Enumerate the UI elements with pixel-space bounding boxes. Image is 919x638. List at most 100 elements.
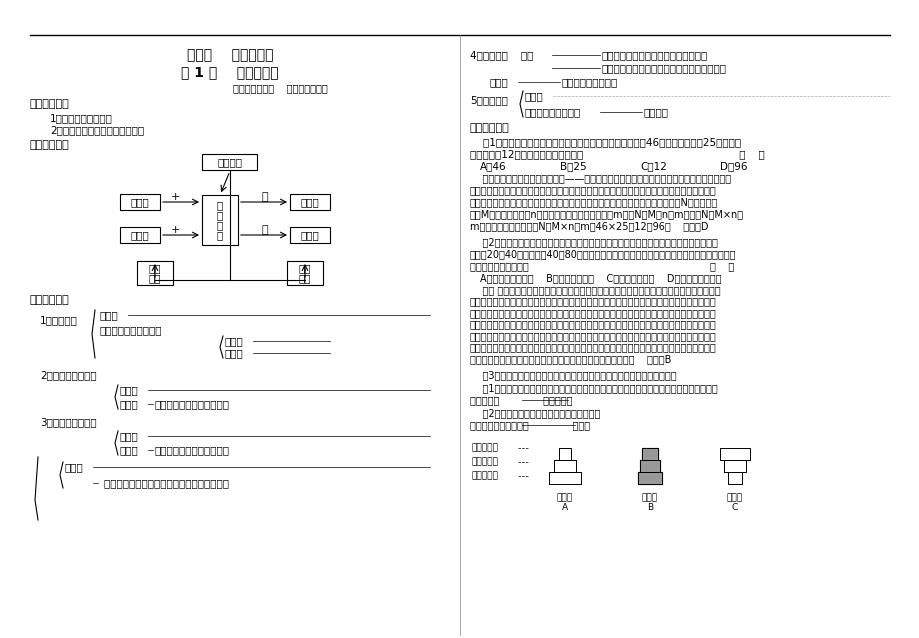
- Polygon shape: [641, 448, 657, 460]
- Text: ：老年个体较多，幼年个体较少，密度将减少: ：老年个体较多，幼年个体较少，密度将减少: [601, 63, 726, 73]
- Text: ：各年龄期个体比例适中，密度较稳定: ：各年龄期个体比例适中，密度较稳定: [601, 50, 708, 60]
- Text: C: C: [732, 503, 737, 512]
- Text: 意义：: 意义：: [490, 77, 508, 87]
- Text: 例1、在对某种兔的种群密度的调查中，第一次捕获并标志46只，第二次捕获25只，其中: 例1、在对某种兔的种群密度的调查中，第一次捕获并标志46只，第二次捕获25只，其…: [470, 137, 741, 147]
- Text: A．种群数量和密度    B．种群年龄结构    C．种群性别比例    D．出生率和死亡率: A．种群数量和密度 B．种群年龄结构 C．种群性别比例 D．出生率和死亡率: [480, 273, 720, 283]
- Bar: [287, 261, 323, 285]
- Text: 成年个体数: 成年个体数: [471, 457, 498, 466]
- Text: 解析 种群既然是许多同种个体组合成的有机单元，它也就具有了单独个体不可能有的特征，: 解析 种群既然是许多同种个体组合成的有机单元，它也就具有了单独个体不可能有的特征…: [470, 285, 720, 295]
- Text: 密: 密: [217, 210, 223, 220]
- Bar: [137, 261, 173, 285]
- Text: +: +: [170, 192, 179, 202]
- Text: 概念：: 概念：: [119, 385, 139, 395]
- Text: 抓获一部分个体，将这些个体进行标志后再放回原来的环境，经过一定期限后进行重捕，根据重: 抓获一部分个体，将这些个体进行标志后再放回原来的环境，经过一定期限后进行重捕，根…: [470, 185, 716, 195]
- Text: 第四章    种群和群落: 第四章 种群和群落: [187, 48, 273, 62]
- Text: 年龄: 年龄: [299, 273, 311, 283]
- Text: +: +: [170, 225, 179, 235]
- Text: D．96: D．96: [720, 161, 746, 171]
- Text: 2．出生率和死亡率: 2．出生率和死亡率: [40, 370, 96, 380]
- Text: 解析：考查种群密度的调查方法——标志重捕法。标志重捕法是在被调查种群的生存环境中，: 解析：考查种群密度的调查方法——标志重捕法。标志重捕法是在被调查种群的生存环境中…: [470, 173, 731, 183]
- Bar: [289, 227, 330, 243]
- Text: 【典型例题】: 【典型例题】: [470, 123, 509, 133]
- Text: 出生率: 出生率: [130, 197, 149, 207]
- Text: 稳定型: 稳定型: [641, 494, 657, 503]
- Text: 组成: 组成: [299, 263, 311, 273]
- Text: 植物：: 植物：: [225, 336, 244, 346]
- Text: A: A: [562, 503, 567, 512]
- Text: 概念：: 概念：: [119, 431, 139, 441]
- Text: 例3、种群的年龄组成大致上可以分为三种类型，如图所示。请据图回答：: 例3、种群的年龄组成大致上可以分为三种类型，如图所示。请据图回答：: [470, 370, 675, 380]
- Text: 迁入率: 迁入率: [130, 230, 149, 240]
- Text: －: －: [261, 192, 268, 202]
- Polygon shape: [553, 460, 575, 472]
- Text: 动物：: 动物：: [225, 348, 244, 358]
- Text: －: －: [261, 225, 268, 235]
- Text: m。在本题中，根据公式N＝M×n／m＝46×25／12＝96。    答案：D: m。在本题中，根据公式N＝M×n／m＝46×25／12＝96。 答案：D: [470, 221, 708, 231]
- Text: 龄组成为图              所示类型。: 龄组成为图 所示类型。: [470, 395, 572, 405]
- Text: 例2、按一对夫妇两个孩子计算，人口学家统计和预测，墨西哥等发展中国家的人口翻一番: 例2、按一对夫妇两个孩子计算，人口学家统计和预测，墨西哥等发展中国家的人口翻一番: [470, 237, 717, 247]
- Text: 意义：在一定程度上: 意义：在一定程度上: [525, 107, 581, 117]
- Text: 概念：: 概念：: [100, 310, 119, 320]
- Text: 如种群密度、年龄组成、性别比例、出生率和死亡率等。性别比例这一特征，在高等动物的种群: 如种群密度、年龄组成、性别比例、出生率和死亡率等。性别比例这一特征，在高等动物的…: [470, 297, 716, 306]
- Text: 1．列举种群的特征。: 1．列举种群的特征。: [50, 113, 113, 123]
- Text: 口的年龄结构都属于急剧增长型；美国则缓慢增长；德国属于衰退型。本题中人口动态预测的依: 口的年龄结构都属于急剧增长型；美国则缓慢增长；德国属于衰退型。本题中人口动态预测…: [470, 343, 716, 353]
- Text: 幼年个体数: 幼年个体数: [471, 471, 498, 480]
- Text: 执笔人：刘德海    核对人：朱春霞: 执笔人：刘德海 核对人：朱春霞: [233, 83, 327, 93]
- Text: B: B: [646, 503, 652, 512]
- Polygon shape: [559, 448, 571, 460]
- Text: 的年龄组成。一个年轻个体占优势的种群，它预示着种群的大小和密度将有很大的发展，因为陆: 的年龄组成。一个年轻个体占优势的种群，它预示着种群的大小和密度将有很大的发展，因…: [470, 320, 716, 329]
- Text: 种群特征: 种群特征: [217, 157, 243, 167]
- Polygon shape: [723, 460, 745, 472]
- Text: 种群大小和密度的重要因素: 种群大小和密度的重要因素: [154, 399, 230, 409]
- Text: 中，尤其是人的群体中，雌雄比例大体上相当。对一个种群数量动态的预测，显然决定于该种群: 中，尤其是人的群体中，雌雄比例大体上相当。对一个种群数量动态的预测，显然决定于该…: [470, 308, 716, 318]
- Text: 意义：: 意义：: [119, 445, 139, 455]
- Text: ：年幼个体较多，老年个体较少，密度将增大: ：年幼个体较多，老年个体较少，密度将增大: [65, 478, 229, 488]
- Text: C．12: C．12: [640, 161, 666, 171]
- Text: 度: 度: [217, 200, 223, 210]
- Text: 种增减动态主要决定于                                                          （    ）: 种增减动态主要决定于 （ ）: [470, 261, 733, 271]
- Bar: [119, 227, 160, 243]
- Text: 第 1 节    种群的特征: 第 1 节 种群的特征: [181, 65, 278, 79]
- Bar: [289, 194, 330, 210]
- Text: 据是年龄组成，这种增长趋势是由种群的年龄组成特点决定的。    答案：B: 据是年龄组成，这种增长趋势是由种群的年龄组成特点决定的。 答案：B: [470, 354, 671, 364]
- Text: 4．年龄组成    类型: 4．年龄组成 类型: [470, 50, 533, 60]
- Text: 比例: 比例: [149, 263, 161, 273]
- Text: 3．迁入率和迁出率: 3．迁入率和迁出率: [40, 417, 96, 427]
- Bar: [202, 154, 257, 170]
- Text: 老年个体数: 老年个体数: [471, 443, 498, 452]
- Text: 2．尝试用样方法调查种群密度。: 2．尝试用样方法调查种群密度。: [50, 125, 144, 135]
- Text: 迁出率: 迁出率: [301, 230, 319, 240]
- Text: 有标志的是12只，则该种群的总数量为                                                （    ）: 有标志的是12只，则该种群的总数量为 （ ）: [470, 149, 764, 159]
- Polygon shape: [549, 472, 581, 484]
- Text: 增长型: 增长型: [556, 494, 573, 503]
- Text: 1．种群密度: 1．种群密度: [40, 315, 78, 325]
- Text: 概念：: 概念：: [65, 462, 84, 472]
- Polygon shape: [727, 472, 742, 484]
- Text: （2）对于一鱼塘来说，要建立一个鲫鱼种群: （2）对于一鱼塘来说，要建立一个鲫鱼种群: [470, 408, 600, 418]
- Text: 续进入生殖年龄的个体会越来越多，是一个急剧增加的年龄结构。目前大多数的发展中国家，人: 续进入生殖年龄的个体会越来越多，是一个急剧增加的年龄结构。目前大多数的发展中国家…: [470, 331, 716, 341]
- Text: （1）在渔业生产中要严格控制鱼网眼的大小，以保护幼鱼，这将使被捕捞的鱼的种群的年: （1）在渔业生产中要严格控制鱼网眼的大小，以保护幼鱼，这将使被捕捞的鱼的种群的年: [470, 383, 717, 393]
- Text: 种: 种: [217, 230, 223, 240]
- Text: 【学习目标】: 【学习目标】: [30, 99, 70, 109]
- Text: 5．性别比例: 5．性别比例: [470, 95, 507, 105]
- Text: 【自主学习】: 【自主学习】: [30, 295, 70, 305]
- Text: 性别: 性别: [149, 273, 161, 283]
- Text: 群: 群: [217, 220, 223, 230]
- Text: 数为M，重捕个体数为n，重捕个体中被标志个体数为m，则N：M＝n：m，所以N＝M×n／: 数为M，重捕个体数为n，重捕个体中被标志个体数为m，则N：M＝n：m，所以N＝M…: [470, 209, 743, 219]
- Polygon shape: [720, 448, 749, 460]
- Text: 衰退型: 衰退型: [726, 494, 743, 503]
- Text: 种群数量的变化趋势: 种群数量的变化趋势: [562, 77, 618, 87]
- Text: B．25: B．25: [560, 161, 586, 171]
- Bar: [119, 194, 160, 210]
- Bar: [202, 195, 238, 245]
- Text: 捕中标志的个体占总捕数的比例，来估计该种群的数量。设该地段全部个体数记作N，其中标志: 捕中标志的个体占总捕数的比例，来估计该种群的数量。设该地段全部个体数记作N，其中…: [470, 197, 718, 207]
- Text: 高产稳产的模型应是图              所示。: 高产稳产的模型应是图 所示。: [470, 420, 589, 430]
- Polygon shape: [637, 472, 662, 484]
- Text: 大约需20～40年，美国需40～80年，瑞典人口将会相对稳定，德国人口将减少。预测人口的这: 大约需20～40年，美国需40～80年，瑞典人口将会相对稳定，德国人口将减少。预…: [470, 249, 736, 259]
- Text: 种群大小和密度的重要因素: 种群大小和密度的重要因素: [154, 445, 230, 455]
- Text: 死亡率: 死亡率: [301, 197, 319, 207]
- Text: 意义：: 意义：: [119, 399, 139, 409]
- Text: 调查方法：取样调查法: 调查方法：取样调查法: [100, 325, 163, 335]
- Text: 种群密度: 种群密度: [643, 107, 668, 117]
- Text: A．46: A．46: [480, 161, 506, 171]
